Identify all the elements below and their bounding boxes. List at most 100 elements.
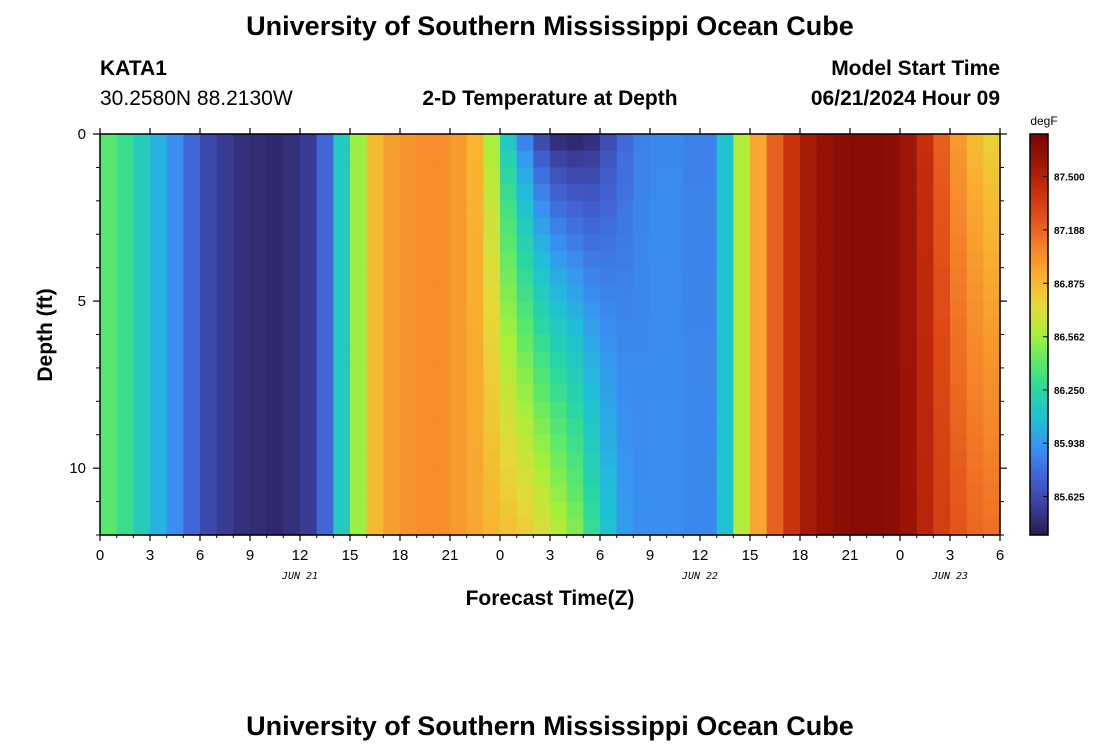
heatmap-cell (200, 468, 218, 486)
heatmap-cell (833, 317, 851, 336)
heatmap-cell (933, 317, 951, 336)
heatmap-cell (766, 334, 784, 352)
heatmap-cell (533, 134, 551, 152)
heatmap-cell (666, 401, 684, 419)
heatmap-cell (416, 501, 434, 519)
heatmap-cell (100, 284, 118, 302)
heatmap-cell (566, 284, 584, 302)
heatmap-cell (366, 167, 384, 185)
heatmap-cell (383, 184, 401, 202)
heatmap-cell (916, 250, 934, 269)
heatmap-cell (850, 418, 868, 436)
heatmap-cell (250, 501, 268, 519)
x-tick-label: 15 (342, 547, 359, 564)
heatmap-cell (333, 134, 351, 152)
heatmap-cell (683, 317, 701, 336)
heatmap-cell (900, 484, 918, 503)
heatmap-cell (350, 284, 368, 302)
heatmap-cell (650, 234, 668, 252)
heatmap-cell (233, 351, 251, 369)
heatmap-cell (550, 217, 568, 235)
heatmap-cell (700, 484, 718, 503)
heatmap-cell (716, 418, 734, 436)
heatmap-cell (533, 401, 551, 419)
heatmap-cell (550, 501, 568, 519)
heatmap-cell (483, 217, 501, 235)
heatmap-cell (766, 184, 784, 202)
colorbar-tick-label: 86.250 (1054, 386, 1085, 397)
heatmap-cell (166, 217, 184, 235)
x-tick-label: 0 (896, 547, 904, 564)
heatmap-cell (350, 234, 368, 252)
heatmap-cell (800, 434, 818, 453)
heatmap-cell (816, 418, 834, 436)
heatmap-cell (583, 284, 601, 302)
heatmap-cell (783, 234, 801, 252)
heatmap-cell (916, 418, 934, 436)
heatmap-cell (433, 184, 451, 202)
heatmap-cell (116, 150, 134, 169)
heatmap-cell (183, 217, 201, 235)
heatmap-cell (166, 484, 184, 503)
heatmap-cell (333, 401, 351, 419)
heatmap-cell (250, 150, 268, 169)
heatmap-cell (200, 367, 218, 386)
heatmap-cell (966, 284, 984, 302)
heatmap-cell (683, 217, 701, 235)
heatmap-cell (866, 284, 884, 302)
heatmap-cell (400, 367, 418, 386)
heatmap-cell (683, 167, 701, 185)
heatmap-cell (466, 317, 484, 336)
heatmap-cell (983, 134, 1001, 152)
heatmap-cell (250, 484, 268, 503)
heatmap-cell (716, 200, 734, 219)
heatmap-cell (350, 518, 368, 536)
heatmap-cell (600, 434, 618, 453)
heatmap-cell (300, 418, 318, 436)
heatmap-cell (183, 367, 201, 386)
heatmap-cell (883, 134, 901, 152)
heatmap-cell (333, 184, 351, 202)
heatmap-cell (916, 334, 934, 352)
heatmap-cell (283, 434, 301, 453)
heatmap-cell (316, 401, 334, 419)
heatmap-cell (150, 434, 168, 453)
heatmap-cell (866, 167, 884, 185)
heatmap-cell (700, 351, 718, 369)
heatmap-cell (200, 150, 218, 169)
heatmap-cell (116, 384, 134, 402)
heatmap-cell (666, 367, 684, 386)
heatmap-cell (183, 301, 201, 319)
heatmap-cell (333, 267, 351, 285)
heatmap-cell (183, 434, 201, 453)
heatmap-cell (683, 384, 701, 402)
heatmap-cell (133, 484, 151, 503)
heatmap-cell (466, 184, 484, 202)
heatmap-cell (783, 200, 801, 219)
heatmap-cell (583, 451, 601, 469)
heatmap-cell (416, 134, 434, 152)
heatmap-cell (916, 234, 934, 252)
heatmap-cell (516, 167, 534, 185)
heatmap-cell (216, 451, 234, 469)
heatmap-cell (450, 468, 468, 486)
heatmap-cell (283, 401, 301, 419)
heatmap-cell (850, 518, 868, 536)
heatmap-cell (283, 518, 301, 536)
heatmap-cell (300, 217, 318, 235)
heatmap-cell (400, 150, 418, 169)
heatmap-cell (700, 451, 718, 469)
heatmap-cell (900, 284, 918, 302)
heatmap-cell (100, 150, 118, 169)
heatmap-cell (316, 134, 334, 152)
heatmap-cell (433, 301, 451, 319)
heatmap-cell (300, 167, 318, 185)
heatmap-cell (200, 351, 218, 369)
heatmap-cell (450, 200, 468, 219)
heatmap-cell (116, 518, 134, 536)
heatmap-cell (450, 484, 468, 503)
heatmap-cell (333, 351, 351, 369)
heatmap-cell (633, 301, 651, 319)
heatmap-cell (733, 267, 751, 285)
heatmap-cell (516, 484, 534, 503)
